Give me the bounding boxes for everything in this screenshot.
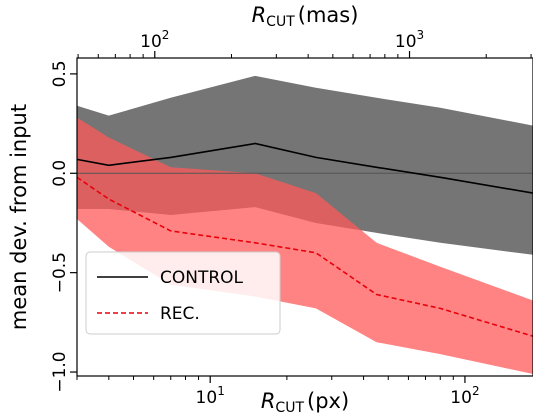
- series-lines: [76, 142, 533, 337]
- x-tick-label: 101: [196, 384, 225, 408]
- x2-tick-label: 103: [395, 28, 424, 52]
- x-axis-label-sub: CUT: [275, 400, 304, 415]
- confidence-bands: [77, 75, 533, 374]
- y-tick-label: 0.0: [50, 160, 70, 187]
- legend-box: [85, 251, 281, 335]
- top-x-axis-label-sub: CUT: [266, 14, 295, 30]
- x-axis-label: RCUT (px): [261, 389, 349, 415]
- x-axis-label-unit: (px): [307, 389, 349, 413]
- x-axis-label-main: R: [261, 389, 276, 413]
- band-rec: [77, 117, 533, 374]
- y-tick-label: −1.0: [50, 351, 70, 392]
- legend-label-rec: REC.: [160, 304, 200, 324]
- top-x-axis-label-main: R: [252, 3, 267, 27]
- axis-ticks: 101 102 102 103 0.5 0.0 −0.5 −1.0: [50, 28, 532, 408]
- x2-tick-label: 102: [140, 28, 169, 52]
- x-tick-label: 102: [450, 384, 479, 408]
- legend-label-control: CONTROL: [160, 268, 244, 288]
- y-tick-label: 0.5: [50, 60, 70, 87]
- y-tick-label: −0.5: [50, 252, 70, 293]
- top-x-axis-label-unit: (mas): [298, 3, 359, 27]
- y-axis-label: mean dev. from input: [7, 104, 31, 330]
- top-x-axis-label: RCUT (mas): [252, 3, 359, 30]
- legend: CONTROL REC.: [85, 251, 281, 335]
- line-rec: [76, 176, 533, 337]
- plot-frame: [76, 57, 533, 377]
- line-control: [76, 142, 533, 194]
